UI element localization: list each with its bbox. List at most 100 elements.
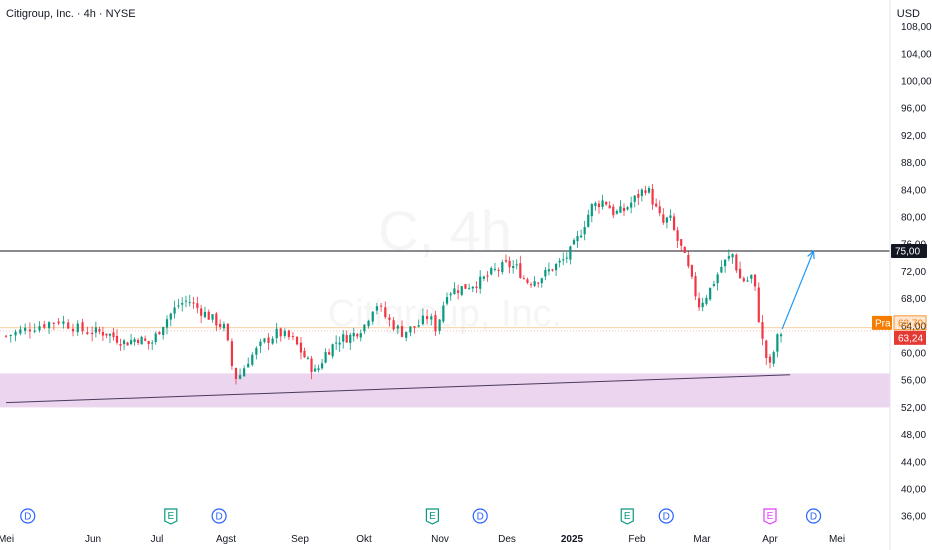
candle-body [356, 333, 359, 337]
candle-body [597, 203, 601, 208]
candle-body [680, 239, 683, 246]
candle-body [98, 329, 101, 332]
candle-body [417, 325, 420, 327]
candle-body [421, 315, 424, 324]
time-axis[interactable]: Mei Jun Jul Agst Sep Okt Nov Des 2025 Feb Mar Apr Me… [0, 534, 845, 545]
candle-body [765, 340, 768, 359]
hline-price-tag [891, 244, 927, 258]
candle-body [43, 324, 46, 328]
candle-body [331, 344, 334, 357]
candle-body [352, 332, 355, 337]
x-tick-label: Apr [762, 534, 778, 545]
candle-body [303, 350, 306, 358]
candle-body [551, 269, 554, 271]
candle-body [247, 363, 250, 368]
candle-body [460, 286, 463, 295]
dividend-marker-icon[interactable] [211, 508, 227, 524]
pre-market-name-text: Pra [875, 318, 891, 329]
candle-body [47, 322, 51, 329]
candle-body [522, 278, 525, 280]
candle-body [133, 339, 136, 342]
y-tick-label: 52,00 [901, 403, 926, 414]
candle-body [38, 326, 41, 331]
drawing-lines[interactable] [0, 250, 890, 404]
currency-label[interactable]: USD [896, 8, 920, 20]
earnings-marker-icon[interactable] [425, 508, 439, 525]
candle-body [757, 287, 760, 323]
y-tick-label: 100,00 [901, 77, 932, 88]
earnings-marker-label: E [429, 511, 436, 522]
candle-body [475, 286, 478, 288]
candle-body [184, 300, 188, 302]
y-tick-label: 108,00 [901, 22, 932, 33]
candle-body [622, 207, 626, 212]
last-price-text: 63,24 [898, 333, 923, 344]
y-tick-label: 60,00 [901, 349, 926, 360]
candle-body [683, 247, 686, 253]
candle-body [28, 329, 32, 332]
support-zone[interactable] [0, 373, 890, 408]
candle-body [86, 332, 89, 334]
dividend-marker-icon[interactable] [805, 508, 822, 524]
candle-body [165, 319, 169, 328]
dividend-marker-icon[interactable] [472, 508, 488, 524]
support-zone-rect[interactable] [0, 373, 890, 408]
candle-body [259, 341, 262, 347]
candle-body [497, 269, 500, 271]
candle-body [508, 260, 511, 268]
earnings-marker-label: E [624, 511, 631, 522]
candle-body [605, 201, 608, 205]
projection-arrow-line[interactable] [781, 250, 815, 330]
candle-body [283, 330, 286, 336]
candle-body [655, 203, 658, 207]
candle-body [651, 188, 654, 205]
price-axis[interactable]: 36,00 40,00 44,00 48,00 52,00 56,00 60,00 64,00… [889, 0, 932, 550]
dividend-marker-icon[interactable] [20, 508, 36, 524]
candle-body [57, 321, 60, 324]
candle-body [493, 268, 497, 270]
candle-body [779, 334, 783, 337]
y-tick-label: 48,00 [901, 430, 926, 441]
candle-body [647, 188, 651, 193]
earnings-marker-icon[interactable] [164, 508, 178, 525]
candle-body [727, 256, 730, 259]
candle-body [345, 335, 348, 343]
candle-body [694, 276, 697, 297]
candle-body [626, 207, 629, 210]
x-tick-label: 2025 [561, 534, 584, 545]
candle-body [753, 274, 757, 287]
candle-body [122, 340, 126, 345]
y-tick-label: 40,00 [901, 485, 926, 496]
candle-body [162, 326, 165, 336]
candle-body [413, 326, 416, 328]
projection-arrow[interactable] [781, 249, 815, 330]
candle-body [672, 216, 676, 230]
candle-body [255, 347, 258, 355]
candle-body [701, 302, 704, 308]
x-tick-label: Agst [216, 534, 236, 545]
candle-body [14, 331, 17, 336]
y-tick-label: 36,00 [901, 512, 926, 523]
candle-body [200, 308, 203, 316]
candle-body [633, 195, 636, 202]
candle-body [590, 204, 593, 217]
candle-body [449, 293, 452, 296]
dividend-marker-icon[interactable] [658, 508, 674, 524]
candle-body [324, 352, 327, 363]
candle-body [501, 262, 504, 273]
trendline[interactable] [5, 374, 791, 404]
candle-body [203, 311, 207, 318]
candle-body [33, 330, 36, 332]
candle-body [709, 287, 712, 300]
projection-arrow-head[interactable] [807, 249, 815, 260]
y-tick-label: 64,00 [901, 321, 926, 332]
candle-body [697, 298, 701, 308]
earnings-marker-icon[interactable] [620, 508, 634, 525]
candle-body [640, 189, 643, 196]
earnings-marker-icon[interactable] [763, 508, 777, 525]
y-tick-label: 104,00 [901, 49, 932, 60]
candle-body [731, 254, 734, 258]
candle-body [71, 328, 75, 332]
